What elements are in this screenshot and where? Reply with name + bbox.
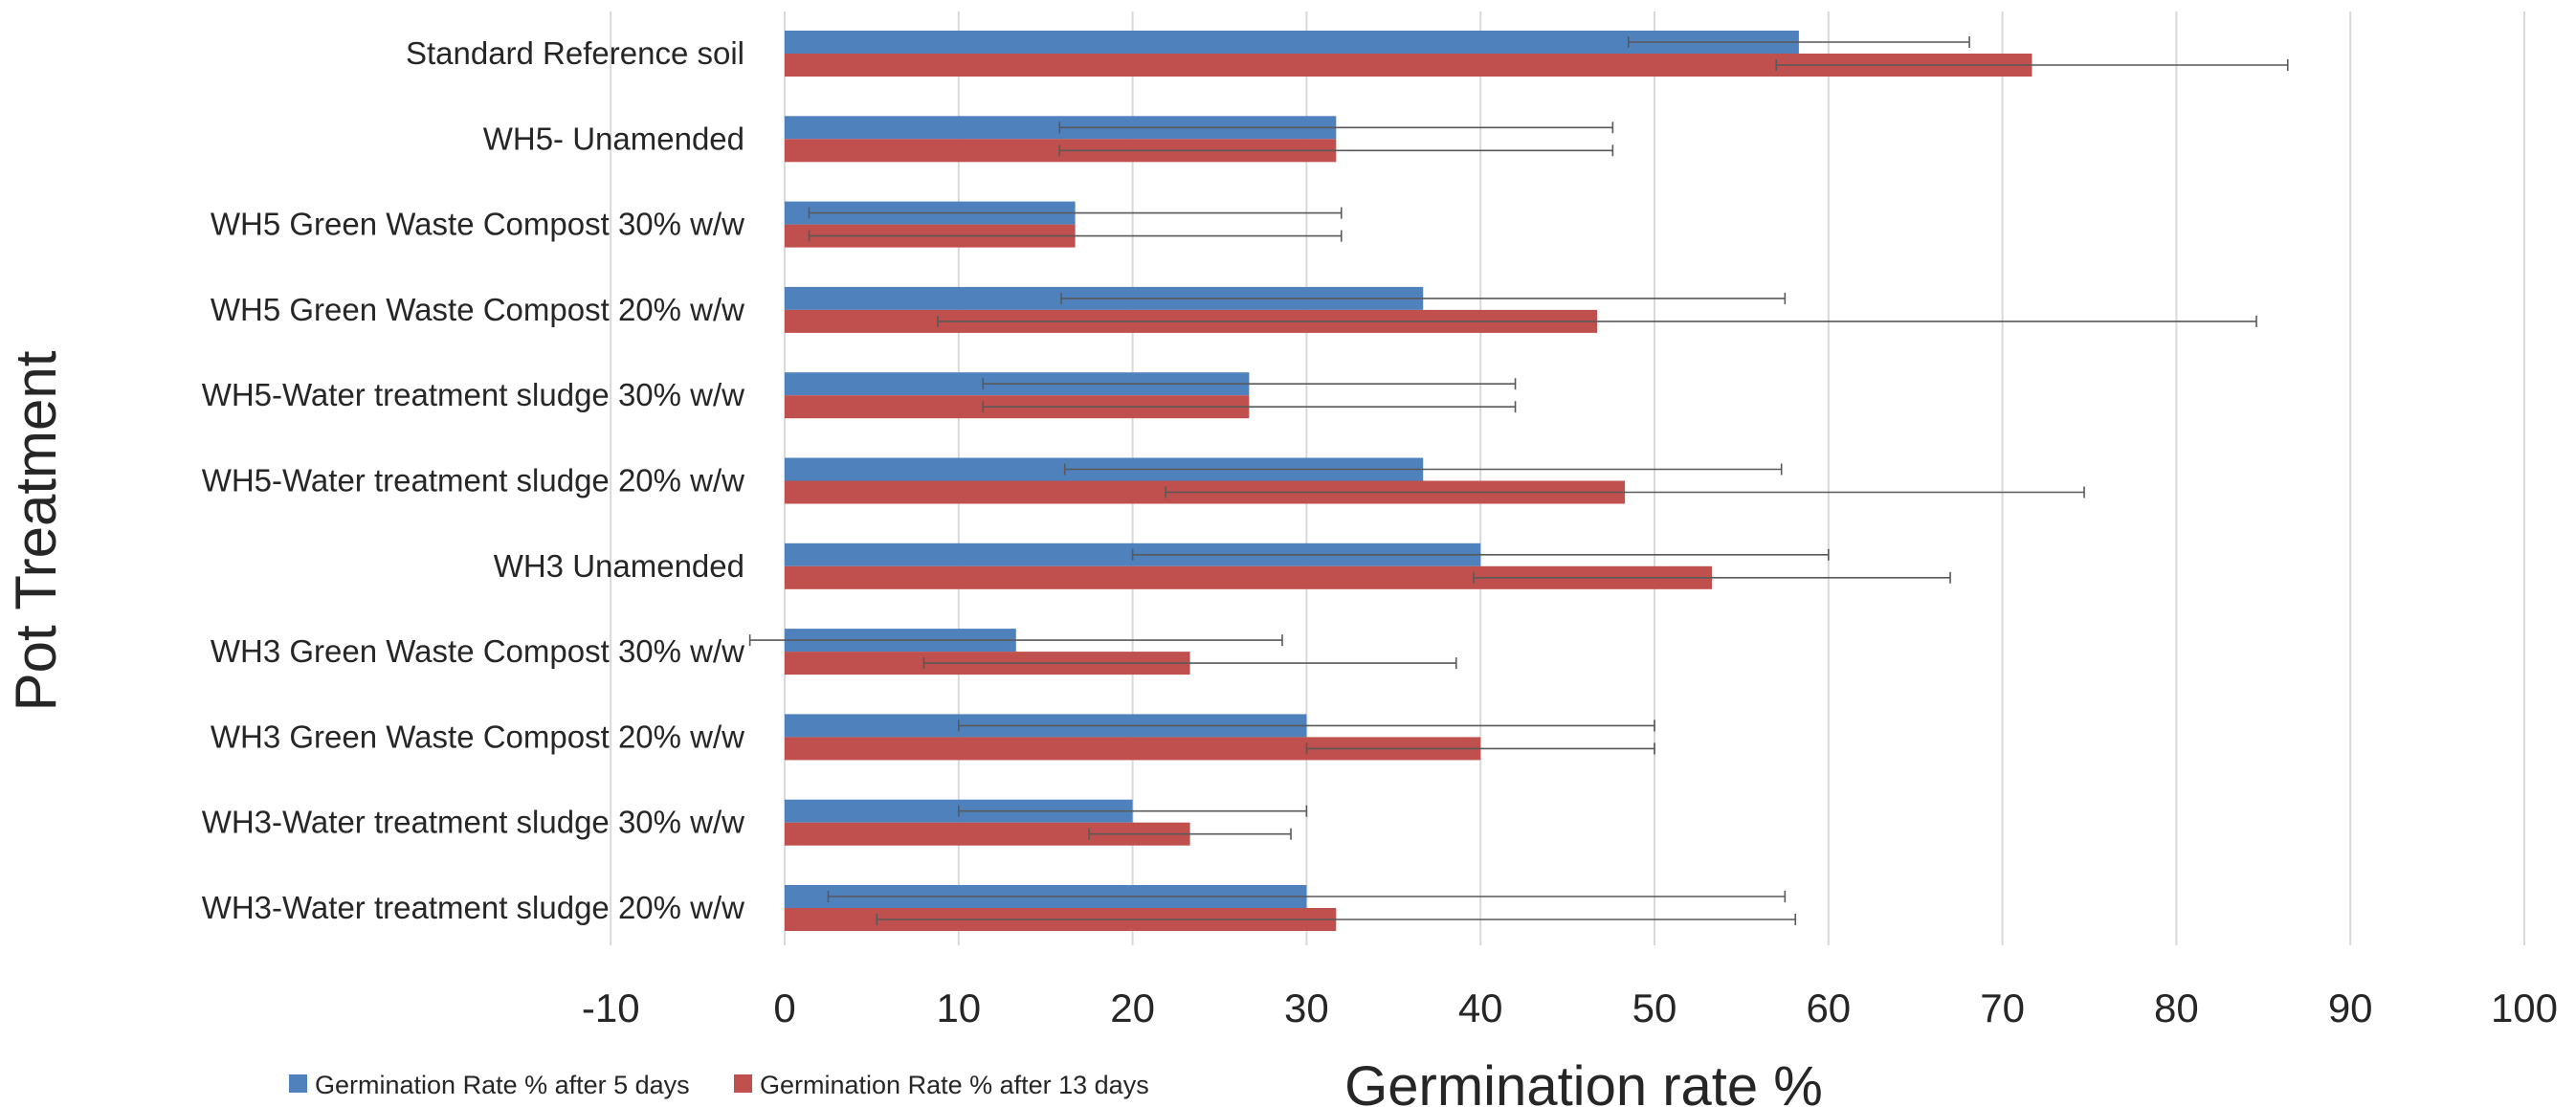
category-label: Standard Reference soil [406, 35, 744, 71]
x-tick-label: 90 [2328, 985, 2373, 1030]
x-tick-label: 70 [1980, 985, 2025, 1030]
legend-swatch-13-days [734, 1074, 752, 1093]
category-label: WH5- Unamended [483, 121, 744, 156]
category-label: WH3 Green Waste Compost 30% w/w [211, 633, 744, 669]
y-axis-title: Pot Treatment [4, 350, 68, 711]
x-tick-label: 60 [1806, 985, 1851, 1030]
x-tick-label: 100 [2491, 985, 2558, 1030]
category-label: WH3 Unamended [494, 548, 744, 584]
category-label: WH5 Green Waste Compost 20% w/w [211, 292, 744, 327]
category-label: WH5 Green Waste Compost 30% w/w [211, 207, 744, 242]
x-tick-label: 10 [936, 985, 981, 1030]
error-bars [748, 36, 2289, 925]
x-tick-labels: -10 0 10 20 30 40 50 60 70 80 90 100 [582, 985, 2558, 1030]
x-tick-label: 50 [1632, 985, 1677, 1030]
bars [785, 31, 2032, 931]
legend-label-5-days: Germination Rate % after 5 days [315, 1071, 690, 1099]
category-label: WH3 Green Waste Compost 20% w/w [211, 719, 744, 754]
x-tick-label: 80 [2154, 985, 2199, 1030]
legend-swatch-5-days [289, 1074, 307, 1093]
x-tick-label: -10 [582, 985, 640, 1030]
x-tick-label: 20 [1110, 985, 1155, 1030]
x-tick-label: 40 [1458, 985, 1503, 1030]
category-label: WH3-Water treatment sludge 30% w/w [202, 805, 744, 840]
category-label: WH3-Water treatment sludge 20% w/w [202, 890, 744, 925]
category-label: WH5-Water treatment sludge 20% w/w [202, 463, 744, 498]
category-labels: Standard Reference soil WH5- Unamended WH5… [202, 35, 744, 925]
category-label: WH5-Water treatment sludge 30% w/w [202, 377, 744, 412]
x-tick-label: 30 [1284, 985, 1329, 1030]
legend-label-13-days: Germination Rate % after 13 days [760, 1071, 1149, 1099]
x-axis-title: Germination rate % [1344, 1055, 1823, 1107]
legend: Germination Rate % after 5 days Germinat… [289, 1071, 1149, 1099]
x-tick-label: 0 [773, 985, 795, 1030]
